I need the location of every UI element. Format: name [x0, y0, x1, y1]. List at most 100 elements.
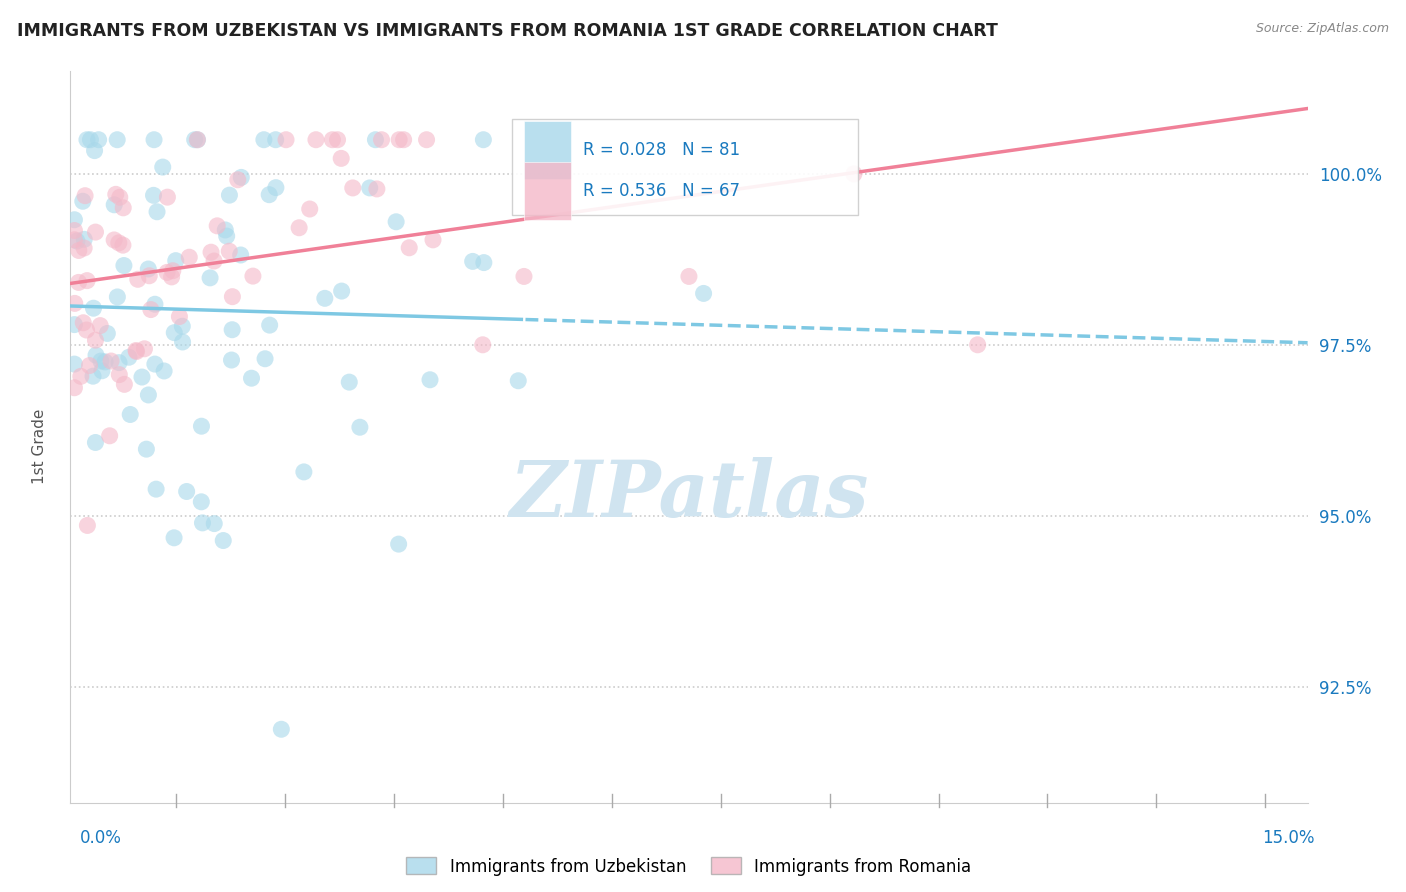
Point — [513, 269, 536, 284]
Point — [87, 133, 110, 147]
Point — [240, 371, 263, 385]
Point — [90, 354, 112, 368]
Point — [108, 235, 131, 250]
Point — [82, 301, 104, 316]
FancyBboxPatch shape — [512, 120, 858, 215]
Point — [63, 233, 86, 247]
Point — [125, 344, 148, 359]
Point — [143, 297, 166, 311]
Point — [253, 133, 276, 147]
Point — [84, 333, 107, 347]
Point — [221, 353, 243, 368]
Point — [242, 269, 264, 284]
Point — [143, 357, 166, 371]
Point — [190, 419, 212, 434]
Point — [388, 133, 411, 147]
Point — [73, 232, 96, 246]
Point — [288, 220, 311, 235]
Point — [202, 254, 225, 268]
Point — [842, 167, 865, 181]
Text: R = 0.028   N = 81: R = 0.028 N = 81 — [583, 141, 741, 159]
Point — [67, 244, 90, 258]
Point — [292, 465, 315, 479]
Point — [79, 133, 101, 147]
Point — [198, 270, 221, 285]
Point — [135, 442, 157, 457]
Text: 15.0%: 15.0% — [1263, 829, 1315, 847]
Point — [415, 133, 437, 147]
Point — [337, 375, 360, 389]
Point — [205, 219, 228, 233]
Point — [111, 238, 134, 252]
Point — [75, 188, 97, 202]
Point — [103, 198, 125, 212]
Point — [96, 326, 118, 341]
Point — [349, 420, 371, 434]
Point — [112, 259, 135, 273]
Point — [678, 269, 700, 284]
Point — [91, 364, 114, 378]
Point — [84, 225, 107, 239]
Point — [82, 369, 104, 384]
Point — [264, 180, 287, 194]
Point — [67, 276, 90, 290]
Point — [66, 234, 89, 248]
Point — [112, 201, 135, 215]
Point — [160, 269, 183, 284]
Point — [98, 429, 121, 443]
Point — [257, 187, 280, 202]
Point — [146, 204, 169, 219]
Point — [692, 286, 714, 301]
Point — [72, 194, 94, 209]
Point — [326, 133, 349, 147]
Point — [108, 368, 131, 382]
Point — [392, 133, 415, 147]
Point — [138, 268, 160, 283]
Point — [131, 370, 153, 384]
FancyBboxPatch shape — [524, 120, 571, 179]
Point — [84, 435, 107, 450]
Point — [342, 181, 364, 195]
Point — [264, 133, 287, 147]
Point — [298, 202, 321, 216]
Point — [152, 160, 174, 174]
Point — [83, 144, 105, 158]
Text: ZIPatlas: ZIPatlas — [509, 458, 869, 533]
Point — [105, 133, 128, 147]
Point — [136, 262, 159, 277]
Point — [270, 723, 292, 737]
Point — [471, 338, 494, 352]
Point — [163, 326, 186, 340]
Point — [63, 296, 86, 310]
Point — [103, 233, 125, 247]
Point — [138, 388, 160, 402]
Point — [215, 229, 238, 244]
Text: R = 0.536   N = 67: R = 0.536 N = 67 — [583, 182, 741, 200]
Point — [127, 272, 149, 286]
Point — [63, 212, 86, 227]
Point — [305, 133, 328, 147]
Point — [120, 408, 142, 422]
Point — [79, 359, 101, 373]
Point — [76, 518, 98, 533]
Point — [72, 316, 94, 330]
Point — [508, 374, 530, 388]
Point — [69, 369, 91, 384]
Point — [202, 516, 225, 531]
Point — [172, 319, 194, 334]
Point — [200, 245, 222, 260]
Point — [63, 318, 86, 332]
Point — [73, 241, 96, 255]
Text: 0.0%: 0.0% — [80, 829, 122, 847]
Point — [419, 373, 441, 387]
Point — [76, 274, 98, 288]
Point — [112, 377, 135, 392]
Point — [186, 133, 208, 147]
Point — [259, 318, 281, 332]
Point — [143, 133, 166, 147]
Point — [191, 516, 214, 530]
Point — [190, 495, 212, 509]
Point — [212, 533, 235, 548]
Point — [142, 188, 165, 202]
Point — [163, 531, 186, 545]
